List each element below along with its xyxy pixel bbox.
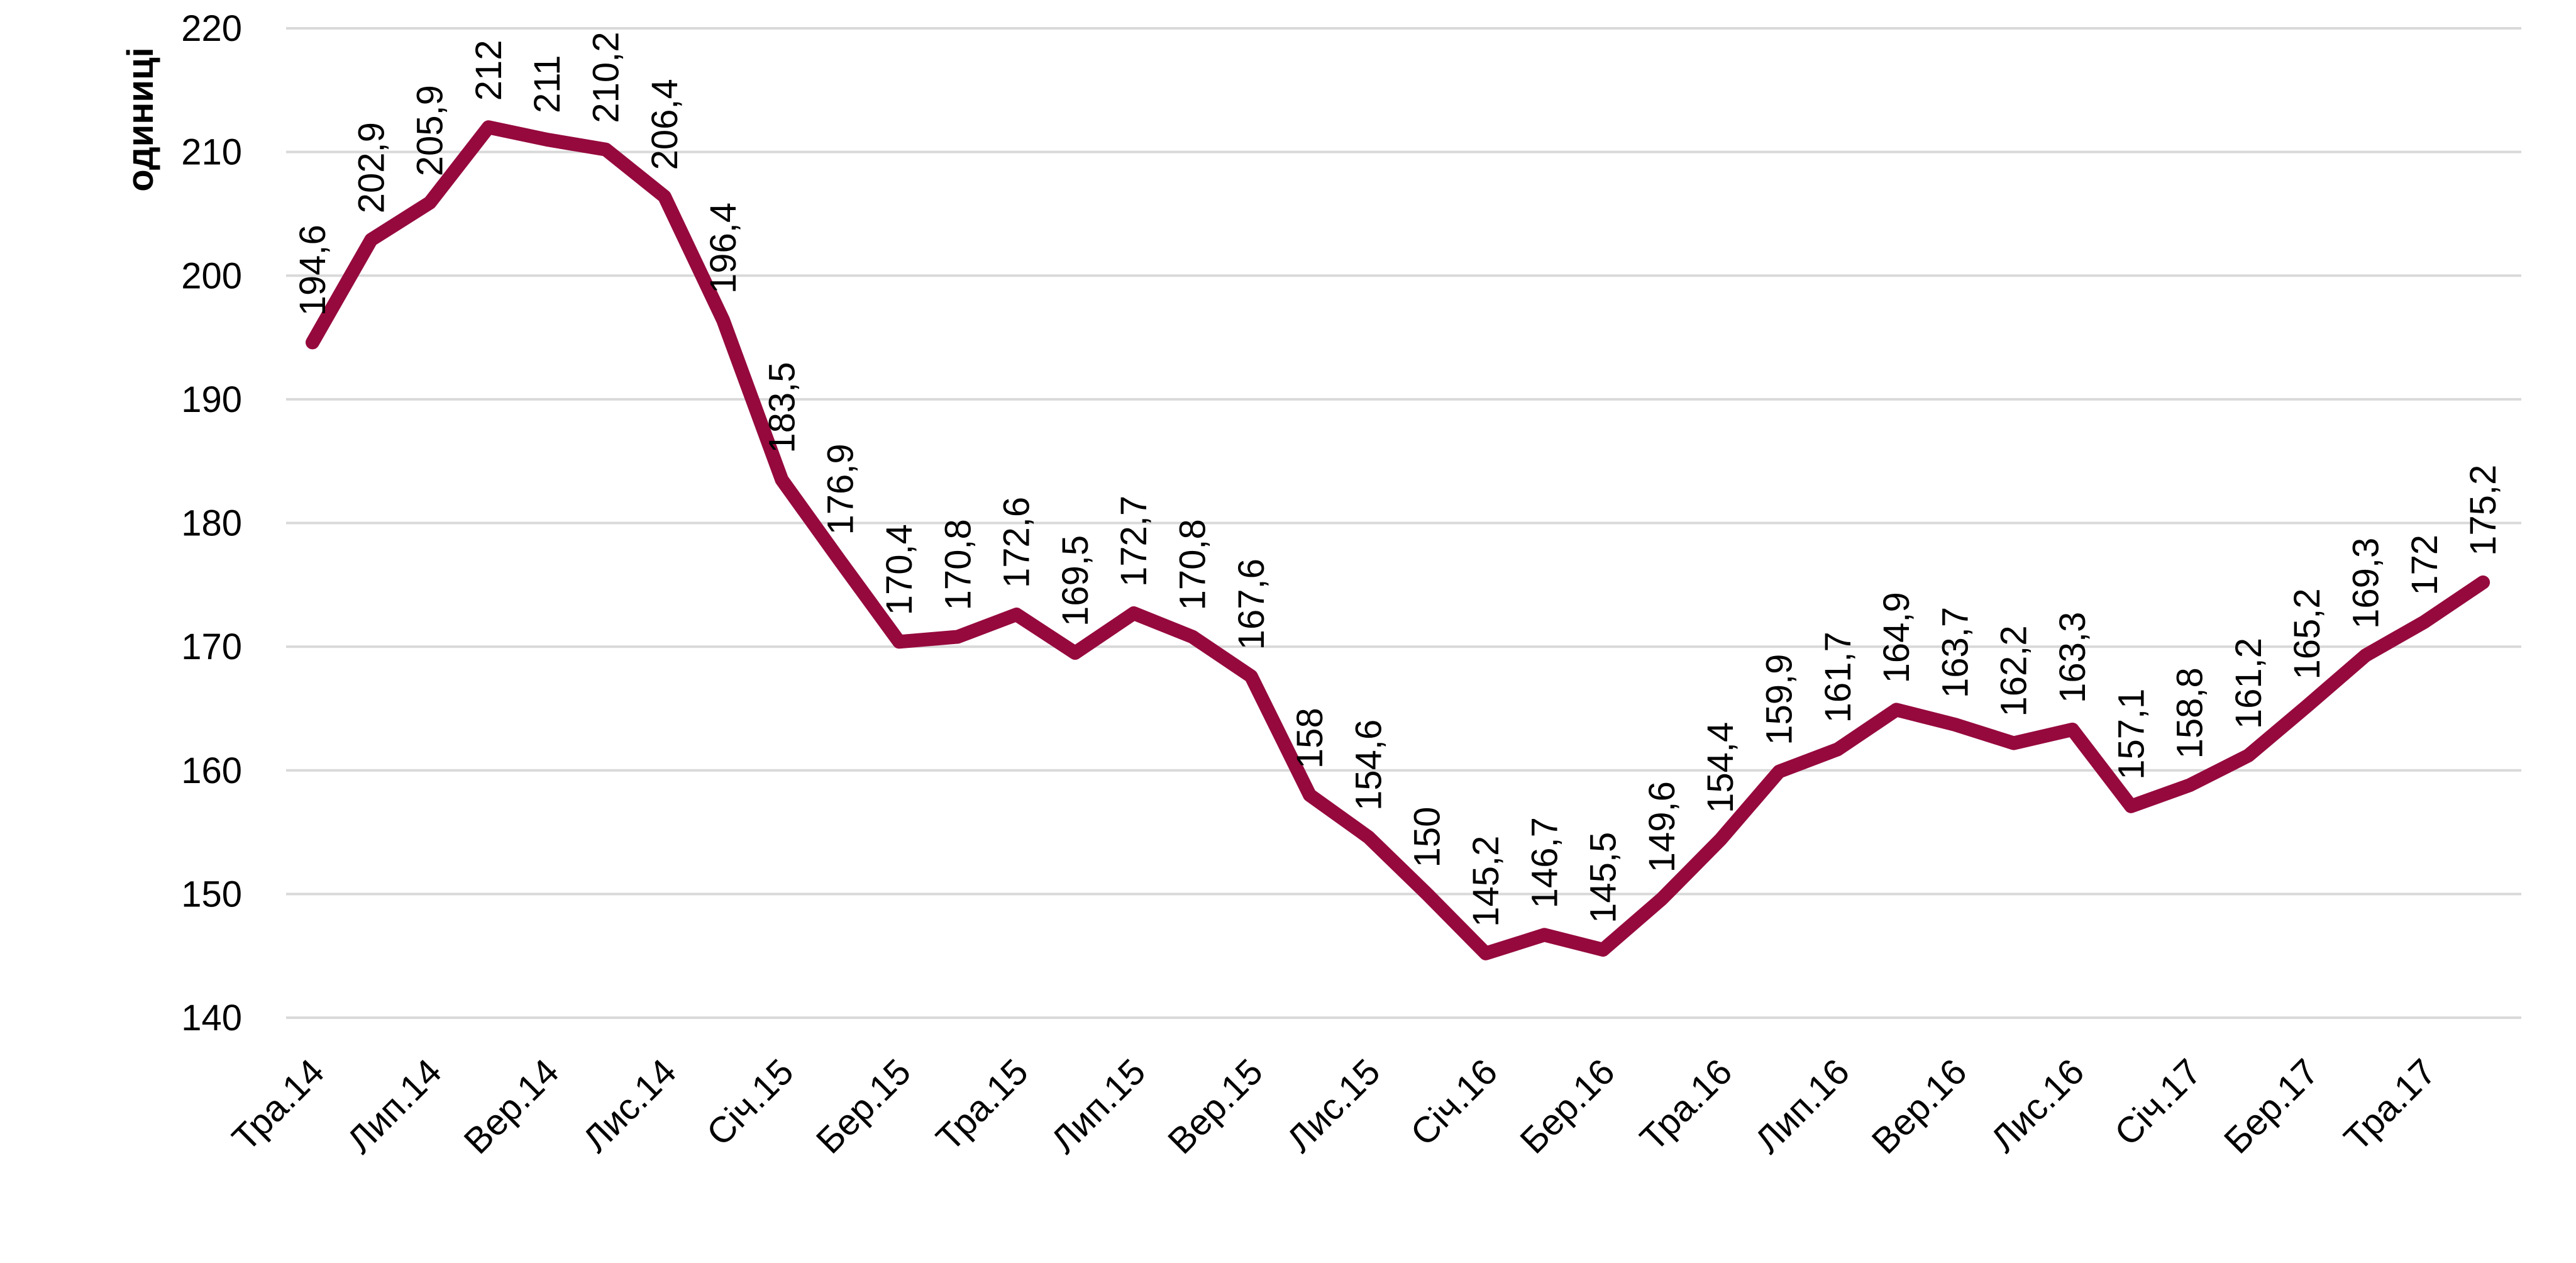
x-tick-label: Тра.15: [928, 1051, 1036, 1159]
data-label: 170,4: [879, 524, 920, 615]
y-tick-label: 220: [181, 8, 242, 49]
data-label: 162,2: [1994, 625, 2035, 716]
data-label: 175,2: [2463, 465, 2504, 556]
data-label: 150: [1407, 807, 1448, 868]
y-tick-label: 170: [181, 626, 242, 667]
x-tick-label: Бер.17: [2216, 1051, 2327, 1162]
data-label: 172,7: [1114, 496, 1154, 587]
x-tick-label: Січ.17: [2107, 1051, 2209, 1154]
data-label: 146,7: [1524, 817, 1565, 908]
data-label: 158,8: [2170, 667, 2211, 759]
data-label: 159,9: [1759, 654, 1800, 745]
data-label: 212: [468, 40, 509, 101]
x-tick-label: Лис.16: [1983, 1051, 2092, 1160]
data-label: 194,6: [292, 225, 333, 316]
x-tick-label: Січ.16: [1403, 1051, 1505, 1154]
data-label: 205,9: [410, 85, 451, 176]
x-tick-label: Лис.14: [575, 1051, 684, 1160]
data-label: 167,6: [1231, 559, 1272, 650]
x-tick-label: Лип.15: [1043, 1051, 1153, 1161]
data-label: 176,9: [821, 443, 861, 535]
series-line: [306, 120, 2490, 960]
x-tick-label: Лип.16: [1747, 1051, 1857, 1161]
data-label: 211: [527, 55, 568, 113]
data-label: 172,6: [997, 497, 1037, 588]
y-tick-label: 150: [181, 874, 242, 915]
data-label: 149,6: [1642, 781, 1683, 872]
x-tick-label: Вер.15: [1160, 1051, 1271, 1162]
data-label: 169,3: [2346, 538, 2387, 629]
data-label: 161,2: [2228, 638, 2269, 729]
data-label: 164,9: [1876, 592, 1917, 683]
x-tick-label: Лип.14: [340, 1051, 450, 1161]
data-label: 145,2: [1466, 836, 1506, 927]
y-tick-label: 140: [181, 998, 242, 1038]
x-tick-label: Вер.16: [1864, 1051, 1975, 1162]
data-label: 170,8: [1173, 519, 1213, 610]
x-tick-label: Тра.17: [2336, 1051, 2444, 1159]
x-tick-label: Тра.16: [1632, 1051, 1740, 1159]
data-label: 169,5: [1055, 535, 1096, 626]
x-tick-label: Бер.15: [809, 1051, 919, 1162]
data-label: 165,2: [2287, 588, 2328, 679]
data-label: 157,1: [2111, 689, 2152, 780]
data-label: 183,5: [761, 362, 802, 453]
x-tick-label: Лис.15: [1279, 1051, 1388, 1160]
data-label: 154,6: [1348, 720, 1389, 811]
y-tick-label: 200: [181, 255, 242, 296]
data-label: 163,7: [1935, 607, 1976, 698]
x-tick-label: Вер.14: [456, 1051, 567, 1162]
x-tick-label: Тра.14: [224, 1051, 332, 1159]
data-label: 172: [2404, 535, 2445, 596]
y-tick-label: 210: [181, 132, 242, 173]
data-label: 161,7: [1818, 632, 1859, 723]
data-label: 170,8: [937, 519, 978, 610]
data-label: 206,4: [644, 79, 685, 170]
y-axis-label: одиниці: [120, 47, 161, 192]
data-label: 154,4: [1700, 722, 1741, 813]
y-axis-ticks: 140 150 160 170 180 190 200 210 220: [181, 8, 242, 1038]
x-tick-label: Січ.15: [699, 1051, 802, 1154]
x-tick-label: Бер.16: [1512, 1051, 1623, 1162]
y-tick-label: 180: [181, 503, 242, 544]
data-labels: 194,6 202,9 205,9 212 211 210,2 206,4 196,4 183,…: [292, 32, 2504, 927]
data-label: 202,9: [351, 122, 392, 213]
x-axis-ticks: Тра.14 Лип.14 Вер.14 Лис.14 Січ.15 Бер.15 Тра.…: [224, 1051, 2444, 1162]
data-label: 158: [1290, 708, 1330, 769]
data-label: 196,4: [703, 203, 744, 294]
gridlines: [286, 27, 2521, 1019]
y-tick-label: 160: [181, 750, 242, 791]
y-tick-label: 190: [181, 379, 242, 420]
data-label: 163,3: [2052, 612, 2093, 703]
data-label: 145,5: [1583, 832, 1624, 923]
data-label: 210,2: [586, 32, 627, 123]
